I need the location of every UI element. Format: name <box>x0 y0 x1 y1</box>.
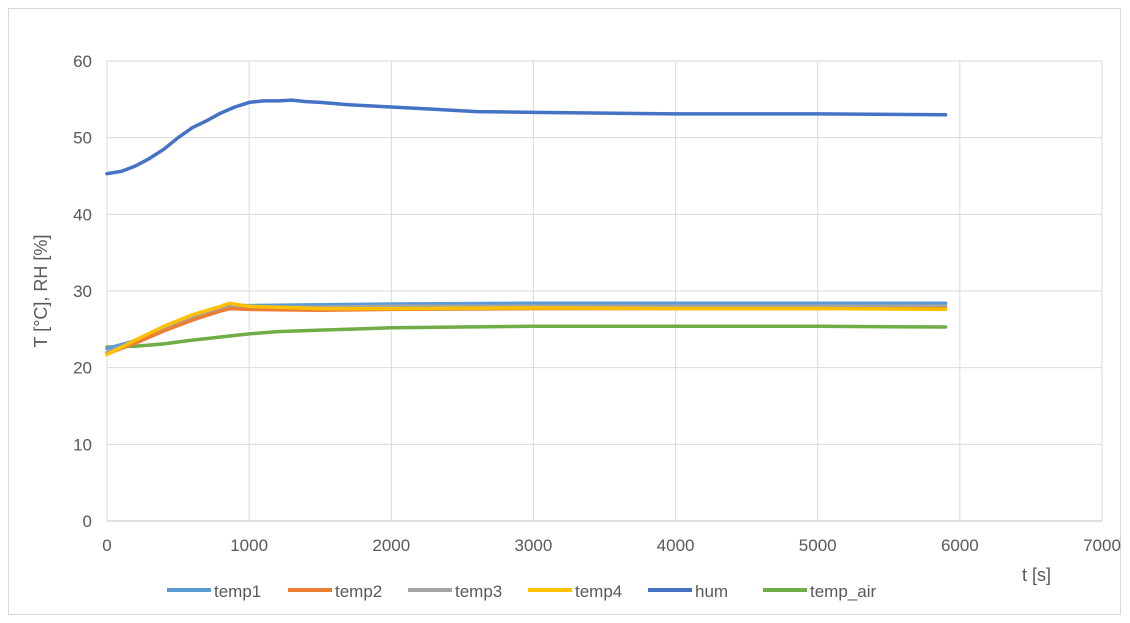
y-tick-label: 0 <box>83 512 92 531</box>
x-tick-label: 5000 <box>799 536 837 555</box>
y-tick-label: 60 <box>73 52 92 71</box>
series-line-temp3 <box>105 304 948 355</box>
legend-label-temp2: temp2 <box>335 582 382 601</box>
legend-label-hum: hum <box>695 582 728 601</box>
series-line-temp2 <box>105 306 948 356</box>
legend-label-temp1: temp1 <box>214 582 261 601</box>
y-tick-label: 20 <box>73 359 92 378</box>
y-tick-label: 30 <box>73 282 92 301</box>
y-tick-label: 40 <box>73 205 92 224</box>
x-axis-title: t [s] <box>1022 565 1051 585</box>
legend-label-temp3: temp3 <box>455 582 502 601</box>
y-tick-label: 10 <box>73 435 92 454</box>
series-lines <box>105 98 948 357</box>
chart-frame <box>8 8 1121 615</box>
x-tick-label: 2000 <box>372 536 410 555</box>
legend-label-temp-air: temp_air <box>810 582 876 601</box>
x-tick-label: 6000 <box>941 536 979 555</box>
x-tick-label: 1000 <box>230 536 268 555</box>
legend: temp1 temp2 temp3 temp4 hum temp_air <box>167 582 876 601</box>
y-axis-title: T [°C], RH [%] <box>31 235 51 348</box>
x-tick-labels: 0 1000 2000 3000 4000 5000 6000 7000 <box>102 536 1121 555</box>
series-line-temp4 <box>105 301 948 357</box>
x-tick-label: 3000 <box>515 536 553 555</box>
legend-label-temp4: temp4 <box>575 582 622 601</box>
x-tick-label: 0 <box>102 536 111 555</box>
x-tick-label: 4000 <box>657 536 695 555</box>
gridlines <box>106 60 1103 522</box>
x-tick-label: 7000 <box>1083 536 1121 555</box>
y-tick-label: 50 <box>73 129 92 148</box>
y-tick-labels: 0 10 20 30 40 50 60 <box>73 52 92 531</box>
series-line-temp-air <box>105 324 948 349</box>
series-line-hum <box>105 98 948 176</box>
